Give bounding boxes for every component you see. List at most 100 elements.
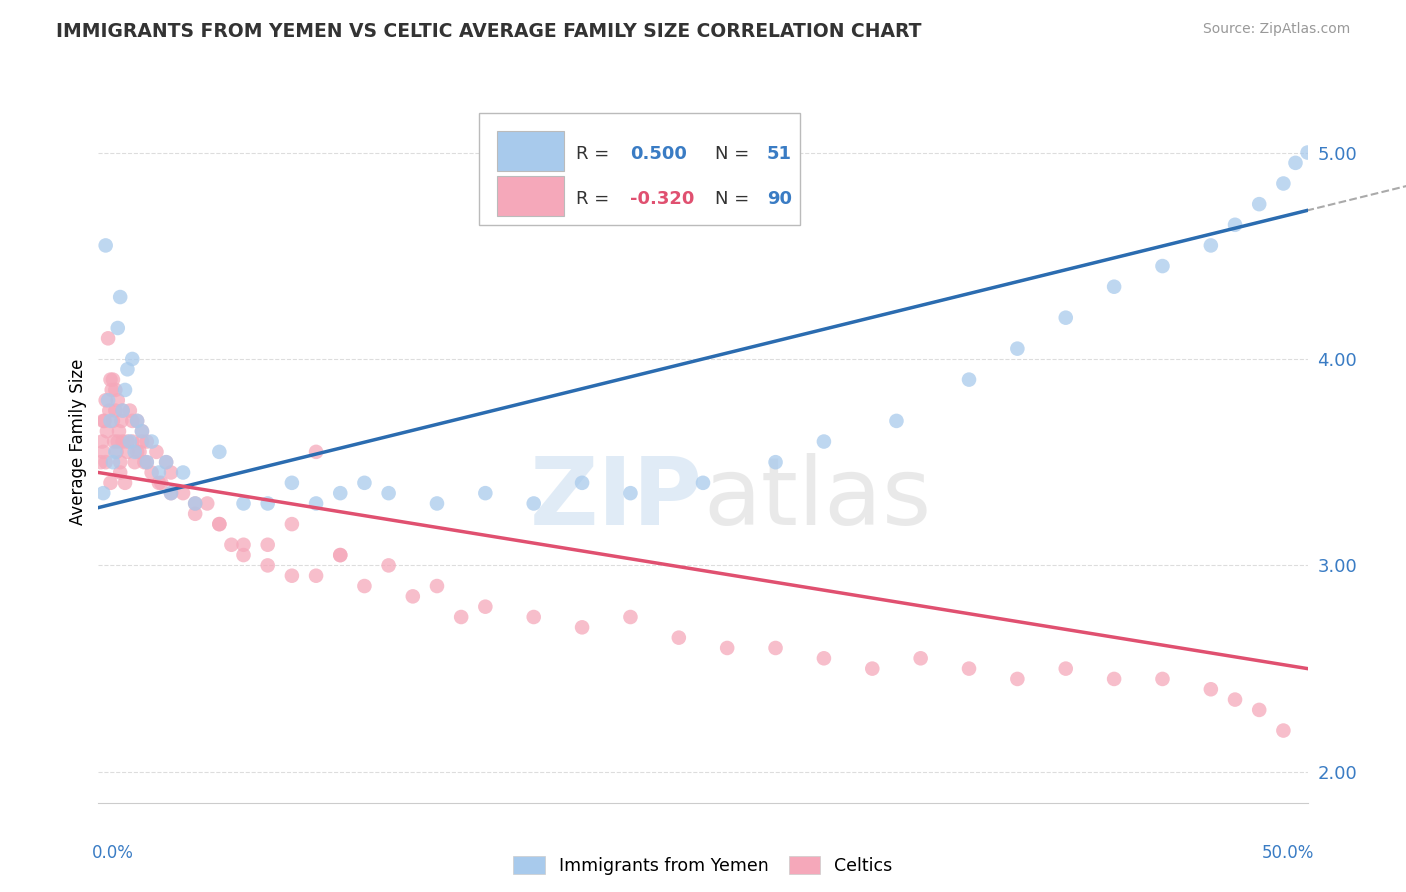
Text: 0.0%: 0.0% [91,844,134,862]
Point [118,403,141,417]
Point [160,466,183,480]
Point [148,475,170,490]
Point [329,548,352,562]
Point [957,662,980,676]
Point [150,475,173,490]
Point [94,238,117,252]
Text: 90: 90 [768,191,792,209]
Point [860,662,883,676]
Point [1007,672,1029,686]
Point [155,455,177,469]
Point [118,434,141,449]
Point [1054,310,1077,325]
Point [108,466,131,480]
Point [172,486,194,500]
Text: R =: R = [576,145,609,163]
Point [450,610,472,624]
Point [94,393,117,408]
Point [232,548,254,562]
Text: R =: R = [576,191,609,209]
Point [124,455,146,469]
Point [377,486,399,500]
Point [281,568,304,582]
Point [208,517,231,532]
Point [134,455,156,469]
Point [107,321,129,335]
Point [329,548,352,562]
Point [93,414,115,428]
Point [121,414,143,428]
Point [668,631,690,645]
Point [141,434,163,449]
Text: 51: 51 [768,145,792,163]
Point [402,590,425,604]
Point [148,466,170,480]
Point [305,568,328,582]
Point [1223,692,1246,706]
Point [124,445,146,459]
Point [692,475,714,490]
Point [377,558,399,573]
Text: N =: N = [716,145,749,163]
Point [135,455,157,469]
Point [886,414,908,428]
Point [523,496,546,510]
Point [117,362,139,376]
Point [91,434,114,449]
Point [910,651,932,665]
Point [1296,145,1319,160]
Point [1249,197,1271,211]
Point [195,496,218,510]
Point [135,434,157,449]
Point [103,434,125,449]
Point [474,599,496,614]
Point [184,496,207,510]
Point [523,610,546,624]
Point [571,620,593,634]
Point [107,434,129,449]
Point [111,403,134,417]
Text: 50.0%: 50.0% [1263,844,1315,862]
Point [716,640,738,655]
Point [97,331,120,345]
Point [329,486,352,500]
Point [160,486,183,500]
Point [619,486,641,500]
Point [105,445,128,459]
Point [1102,672,1125,686]
Point [121,351,143,366]
Point [100,373,122,387]
Point [1007,342,1029,356]
Point [114,475,136,490]
Text: atlas: atlas [703,453,931,545]
Point [100,475,122,490]
Text: ZIP: ZIP [530,453,703,545]
Point [1199,682,1222,697]
Point [305,445,328,459]
Point [90,455,112,469]
Text: Source: ZipAtlas.com: Source: ZipAtlas.com [1202,22,1350,37]
Point [97,393,120,408]
Point [256,558,278,573]
Point [1152,672,1174,686]
Point [1272,723,1295,738]
Y-axis label: Average Family Size: Average Family Size [69,359,87,524]
Point [104,383,127,397]
Point [101,414,124,428]
Point [619,610,641,624]
Point [765,455,787,469]
Point [131,424,153,438]
Point [256,496,278,510]
FancyBboxPatch shape [479,112,800,225]
Point [96,424,118,438]
Point [117,434,139,449]
Point [100,383,122,397]
Point [208,517,231,532]
Point [353,579,375,593]
Point [104,445,127,459]
Text: 0.500: 0.500 [630,145,688,163]
Point [813,651,835,665]
Point [111,403,134,417]
FancyBboxPatch shape [498,131,564,170]
Point [117,445,139,459]
